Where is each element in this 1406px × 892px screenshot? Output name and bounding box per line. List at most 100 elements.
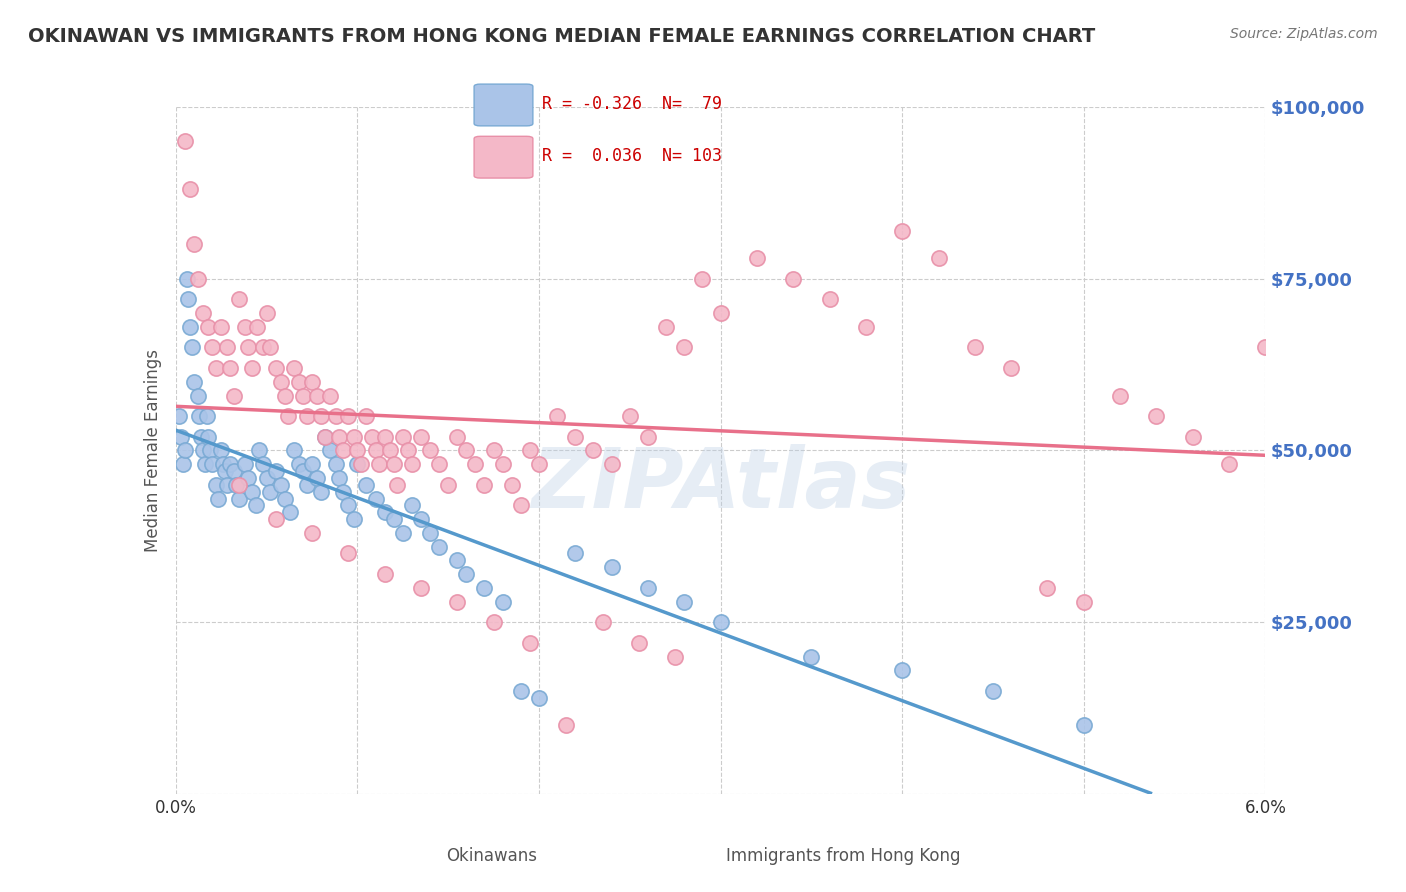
Point (474, 581, 496, 595)
Point (295, 409, 318, 423)
Point (396, 443, 419, 458)
Point (1109, 388, 1132, 402)
Point (212, 457, 235, 471)
Point (1254, 340, 1277, 354)
Point (319, 443, 342, 458)
Point (277, 409, 299, 423)
Point (346, 457, 368, 471)
Point (283, 443, 305, 458)
Point (710, 306, 733, 320)
Point (1073, 594, 1095, 608)
Point (188, 409, 211, 423)
Point (692, 271, 714, 285)
Point (368, 457, 391, 471)
Point (291, 464, 314, 478)
Point (270, 478, 292, 492)
Point (209, 443, 232, 458)
Point (409, 581, 432, 595)
Point (673, 340, 696, 354)
Point (240, 484, 263, 499)
Point (301, 525, 323, 540)
Point (374, 567, 396, 582)
Point (319, 388, 342, 402)
Point (891, 224, 914, 238)
Point (519, 636, 541, 650)
Point (245, 499, 267, 513)
Point (374, 430, 396, 444)
Point (301, 375, 323, 389)
Point (361, 430, 384, 444)
Point (474, 478, 496, 492)
Point (555, 718, 578, 732)
Point (191, 443, 214, 458)
Point (446, 430, 468, 444)
FancyBboxPatch shape (474, 136, 533, 178)
Point (228, 491, 250, 506)
Point (343, 512, 366, 526)
Point (309, 484, 332, 499)
Point (252, 457, 274, 471)
Point (264, 361, 287, 376)
Point (176, 271, 198, 285)
Point (710, 615, 733, 630)
Point (337, 499, 360, 513)
Point (186, 271, 209, 285)
Point (963, 340, 986, 354)
Point (225, 478, 247, 492)
Point (214, 464, 236, 478)
Point (325, 457, 347, 471)
Point (546, 409, 568, 423)
Point (337, 546, 360, 561)
Point (222, 388, 245, 402)
Point (228, 293, 250, 307)
Point (169, 409, 191, 423)
Point (482, 443, 505, 458)
Point (328, 471, 350, 485)
Text: R = -0.326  N=  79: R = -0.326 N= 79 (543, 95, 723, 112)
Point (332, 443, 354, 458)
Point (264, 464, 287, 478)
Point (356, 478, 378, 492)
Point (200, 443, 222, 458)
Point (228, 478, 250, 492)
Point (170, 430, 193, 444)
Point (194, 457, 217, 471)
Point (278, 505, 301, 519)
Point (222, 464, 245, 478)
Point (482, 615, 505, 630)
Point (891, 663, 914, 677)
Point (219, 361, 242, 376)
Point (1036, 581, 1059, 595)
Point (173, 443, 195, 458)
Point (291, 388, 314, 402)
Point (374, 505, 396, 519)
Point (190, 430, 212, 444)
Point (201, 340, 224, 354)
Point (619, 409, 641, 423)
Point (259, 340, 281, 354)
Point (981, 683, 1004, 698)
Point (800, 649, 823, 664)
Point (301, 457, 323, 471)
Point (527, 690, 550, 705)
Point (179, 319, 201, 334)
Point (492, 457, 515, 471)
Text: Source: ZipAtlas.com: Source: ZipAtlas.com (1230, 27, 1378, 41)
Point (391, 525, 413, 540)
Point (782, 271, 804, 285)
Point (215, 340, 238, 354)
Point (314, 430, 336, 444)
Point (197, 319, 219, 334)
Point (233, 457, 256, 471)
Point (564, 430, 586, 444)
Point (207, 491, 229, 506)
Point (492, 594, 515, 608)
Point (252, 340, 274, 354)
Point (246, 319, 269, 334)
Point (288, 457, 311, 471)
Point (264, 512, 287, 526)
Point (186, 388, 209, 402)
Point (356, 409, 378, 423)
Point (501, 478, 523, 492)
Point (409, 512, 432, 526)
